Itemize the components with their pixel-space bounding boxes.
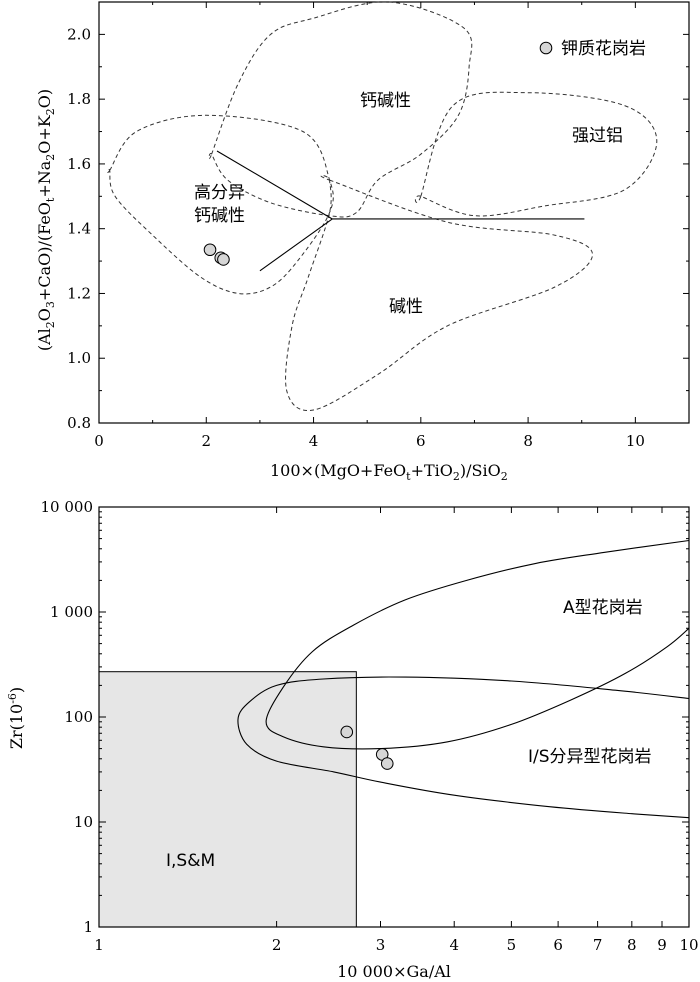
- top-chart: 0 2 4 6 8 10 0.8 1.0 1.2 1.4 1.6 1.8 2.0 钙碱性 强过铝 高分异…: [35, 1, 690, 483]
- top-y-tick-label: 1.0: [67, 349, 91, 367]
- bottom-x-tick-label: 9: [657, 936, 667, 954]
- top-x-tick-label: 0: [94, 432, 104, 450]
- bottom-x-tick-label: 7: [593, 936, 603, 954]
- label-is-fractionated-granite: I/S分异型花岗岩: [528, 747, 652, 767]
- top-field-boundary: [414, 91, 658, 217]
- ism-field: [98, 671, 357, 928]
- label-ism: I,S&M: [166, 851, 215, 871]
- top-data-point: [217, 253, 230, 266]
- top-x-tick-label: 6: [416, 432, 426, 450]
- top-y-tick-label: 1.6: [67, 155, 91, 173]
- top-y-tick-label: 2.0: [67, 25, 91, 43]
- bottom-x-tick-label: 1: [94, 936, 104, 954]
- top-field-boundary: [208, 1, 473, 218]
- label-alkaline: 碱性: [389, 297, 423, 317]
- bottom-data-point: [340, 725, 354, 739]
- label-strong-peraluminous: 强过铝: [572, 126, 623, 146]
- bottom-points: [340, 725, 394, 770]
- bottom-x-axis-label: 10 000×Ga/Al: [337, 962, 451, 981]
- bottom-x-tick-label: 10: [679, 936, 698, 954]
- legend-label: 钾质花岗岩: [561, 39, 646, 59]
- bottom-x-tick-label: 4: [449, 936, 459, 954]
- label-highly-fractionated-line2: 钙碱性: [194, 206, 245, 226]
- top-y-axis-label: (Al2O3+CaO)/(FeOt+Na2O+K2O): [35, 89, 57, 351]
- label-highly-fractionated-line1: 高分异: [194, 183, 245, 203]
- bottom-data-point: [380, 757, 394, 770]
- top-y-tick-label: 1.8: [67, 90, 91, 108]
- top-x-axis-label: 100×(MgO+FeOt+TiO2)/SiO2: [270, 461, 508, 483]
- top-legend: 钾质花岗岩: [539, 39, 646, 59]
- bottom-y-tick-label: 10: [74, 813, 93, 831]
- top-divider-line: [216, 150, 333, 220]
- legend-marker: [539, 41, 553, 55]
- bottom-x-tick-label: 2: [272, 936, 282, 954]
- bottom-regions: [237, 539, 690, 819]
- bottom-chart: 1 2 3 4 5 6 7 8 9 10 1 10 100 1 000 10 000 A型花岗岩 I/S分异…: [6, 498, 699, 981]
- top-ticks: 0 2 4 6 8 10 0.8 1.0 1.2 1.4 1.6 1.8 2.0: [67, 2, 689, 450]
- bottom-field-boundary: [265, 539, 690, 750]
- bottom-y-axis-label: Zr(10-6): [6, 687, 26, 749]
- bottom-y-tick-label: 1: [83, 918, 93, 936]
- top-x-tick-label: 8: [523, 432, 533, 450]
- top-points: [203, 243, 230, 266]
- top-y-tick-label: 1.4: [67, 220, 91, 238]
- top-plot-frame: [98, 1, 690, 424]
- label-a-type-granite: A型花岗岩: [563, 598, 643, 618]
- bottom-x-tick-label: 6: [553, 936, 563, 954]
- top-x-tick-label: 10: [626, 432, 645, 450]
- bottom-y-tick-label: 10 000: [41, 498, 94, 516]
- label-calc-alkaline: 钙碱性: [360, 91, 411, 111]
- bottom-field-boundary: [237, 676, 690, 819]
- top-x-tick-label: 4: [309, 432, 319, 450]
- top-field-boundary: [107, 114, 334, 295]
- top-y-tick-label: 0.8: [67, 414, 91, 432]
- bottom-x-tick-label: 8: [627, 936, 637, 954]
- bottom-ticks: 1 2 3 4 5 6 7 8 9 10 1 10 100 1 000 10 000: [41, 498, 699, 954]
- top-regions: [107, 1, 658, 412]
- bottom-x-tick-label: 3: [376, 936, 386, 954]
- bottom-x-tick-label: 5: [507, 936, 517, 954]
- top-x-tick-label: 2: [201, 432, 211, 450]
- top-boundary-lines: [216, 150, 585, 272]
- bottom-y-tick-label: 100: [64, 708, 93, 726]
- top-divider-line: [259, 218, 333, 272]
- bottom-y-tick-label: 1 000: [50, 603, 93, 621]
- top-field-boundary: [285, 174, 594, 412]
- top-y-tick-label: 1.2: [67, 284, 91, 302]
- top-data-point: [203, 243, 217, 257]
